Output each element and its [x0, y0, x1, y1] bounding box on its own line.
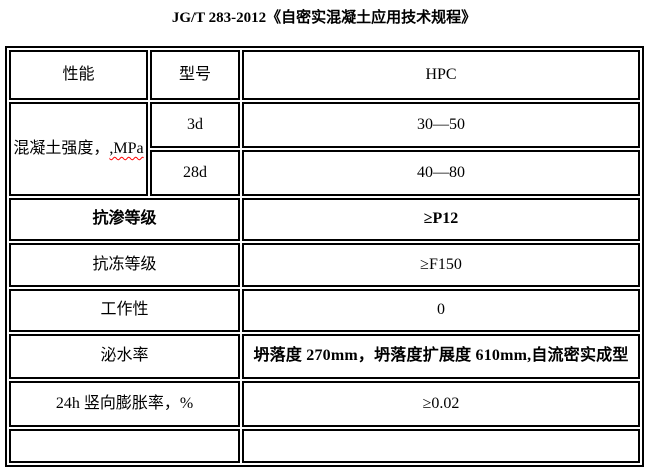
strength-value-28d-cell: 40—80	[242, 150, 640, 196]
vertical-expansion-label-cell: 24h 竖向膨胀率，%	[9, 381, 240, 427]
strength-label-cell: 混凝土强度，,MPa	[9, 102, 148, 196]
strength-3d-row: 混凝土强度，,MPa 3d 30—50	[9, 102, 640, 196]
strength-label-text: 混凝土强度，	[13, 139, 110, 157]
clipped-label-cell	[9, 429, 240, 463]
table-header-row: 性能 型号 HPC	[9, 50, 640, 100]
header-cell-product: HPC	[242, 50, 640, 100]
strength-age-3d-cell: 3d	[150, 102, 240, 148]
strength-28d-row: 28d 40—80	[9, 150, 640, 196]
impermeability-label-cell: 抗渗等级	[9, 198, 240, 241]
frost-resistance-value-cell: ≥F150	[242, 243, 640, 287]
document-page: JG/T 283-2012《自密实混凝土应用技术规程》 性能 型号 HPC 混凝…	[0, 9, 648, 467]
document-title: JG/T 283-2012《自密实混凝土应用技术规程》	[171, 10, 477, 26]
frost-resistance-row: 抗冻等级 ≥F150	[9, 243, 640, 287]
vertical-expansion-value-cell: ≥0.02	[242, 381, 640, 427]
frost-resistance-label-cell: 抗冻等级	[9, 243, 240, 287]
strength-value-3d-cell: 30—50	[242, 102, 640, 148]
header-cell-model: 型号	[150, 50, 240, 100]
impermeability-value-cell: ≥P12	[242, 198, 640, 241]
impermeability-row: 抗渗等级 ≥P12	[9, 198, 640, 241]
clipped-bottom-row	[9, 429, 640, 463]
workability-row: 工作性 0	[9, 289, 640, 332]
strength-unit-text: ,MPa	[109, 139, 144, 157]
bleeding-rate-row: 泌水率 坍落度 270mm，坍落度扩展度 610mm,自流密实成型	[9, 334, 640, 379]
header-cell-performance: 性能	[9, 50, 148, 100]
workability-label-cell: 工作性	[9, 289, 240, 332]
vertical-expansion-row: 24h 竖向膨胀率，% ≥0.02	[9, 381, 640, 427]
clipped-value-cell	[242, 429, 640, 463]
bleeding-rate-label-cell: 泌水率	[9, 334, 240, 379]
strength-age-28d-cell: 28d	[150, 150, 240, 196]
hpc-spec-table: 性能 型号 HPC 混凝土强度，,MPa 3d 30—50 28d 40—80 …	[5, 46, 644, 467]
workability-value-cell: 0	[242, 289, 640, 332]
bleeding-rate-value-cell: 坍落度 270mm，坍落度扩展度 610mm,自流密实成型	[242, 334, 640, 379]
